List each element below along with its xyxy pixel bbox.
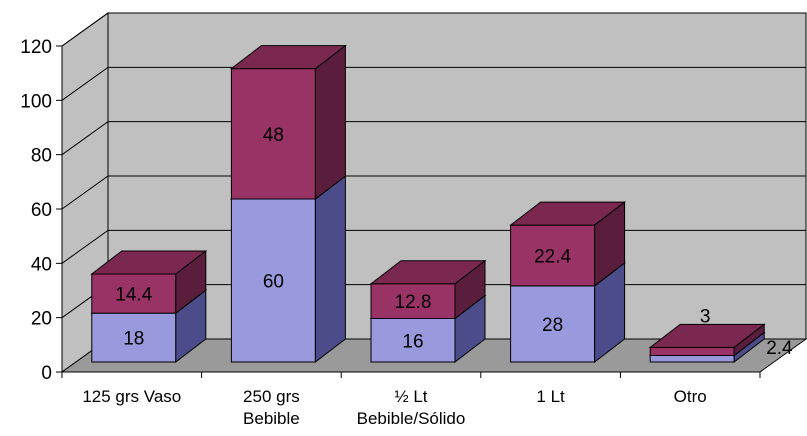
bar-top <box>369 260 487 285</box>
axes <box>56 45 761 378</box>
x-tick-label: Otro <box>674 387 707 406</box>
bar-top <box>509 201 627 226</box>
y-tick-label: 120 <box>20 37 52 58</box>
gridline <box>61 175 806 210</box>
x-tick-label-line: ½ Lt <box>394 387 427 406</box>
gridline <box>61 66 806 101</box>
x-tick-label-line: 125 grs Vaso <box>82 387 181 406</box>
bar-top <box>90 250 208 275</box>
data-label: 60 <box>263 272 284 293</box>
x-tick-label-line: 250 grs <box>243 387 300 406</box>
y-tick-label: 100 <box>20 91 52 112</box>
y-tick-label: 20 <box>31 309 52 330</box>
data-label: 14.4 <box>115 285 152 306</box>
bar-side <box>314 44 346 201</box>
x-tick-label-line: Otro <box>674 387 707 406</box>
x-tick-label: 250 grs Bebible <box>243 387 300 428</box>
x-tick-label: 125 grs Vaso <box>82 387 181 406</box>
x-tick-label-line: Bebible/Sólido <box>357 409 466 428</box>
data-label: 2.4 <box>766 338 793 359</box>
data-label: 18 <box>123 329 144 350</box>
y-tick-label: 0 <box>41 363 52 384</box>
bar-front <box>649 354 735 363</box>
gridline <box>61 121 806 156</box>
bar-top <box>229 45 347 70</box>
y-tick-label: 40 <box>31 254 52 275</box>
labels: 0 20 40 60 80 100 120 18 14.4 125 grs Vaso 60 48 250… <box>20 37 793 428</box>
x-tick-label: ½ Lt Bebible/Sólido <box>357 387 466 428</box>
x-tick-label: 1 Lt <box>536 387 565 406</box>
y-tick-label: 60 <box>31 200 52 221</box>
data-label: 28 <box>542 315 563 336</box>
bar-front <box>649 346 735 356</box>
x-tick-label-line: 1 Lt <box>536 387 565 406</box>
bar-top <box>648 323 766 348</box>
bars <box>90 44 766 364</box>
x-tick-label-line: Bebible <box>243 409 300 428</box>
data-label: 48 <box>263 125 284 146</box>
data-label: 16 <box>402 331 423 352</box>
bar-side <box>314 174 346 364</box>
y-tick-label: 80 <box>31 146 52 167</box>
data-label: 12.8 <box>395 292 432 313</box>
data-label: 3 <box>700 306 711 327</box>
data-label: 22.4 <box>534 247 571 268</box>
gridline <box>61 12 806 47</box>
